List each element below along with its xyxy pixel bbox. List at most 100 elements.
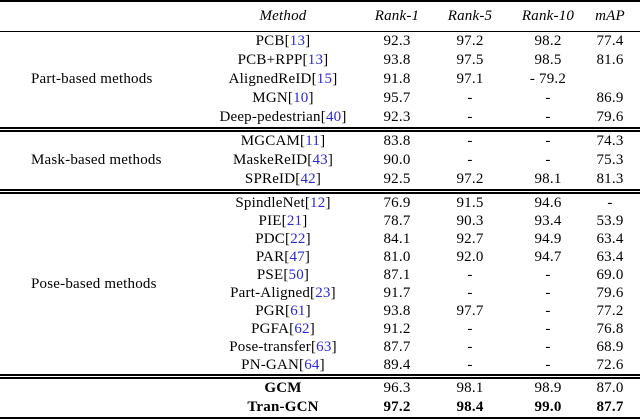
rank10-value: - 79.2 [529, 71, 567, 87]
citation-bracket: ] [303, 266, 310, 283]
rank5-value: - [467, 266, 473, 283]
citation-bracket: ] [323, 52, 329, 68]
rank5-value: 98.1 [424, 374, 516, 398]
map-value: 75.3 [596, 152, 624, 168]
rank10-value: - [545, 90, 551, 106]
table-row: MaskeReID[43] 90.0 - - 75.3 [0, 151, 640, 170]
table-row: MGN[10] 95.7 - - 86.9 [0, 89, 640, 108]
citation-link[interactable]: 63 [316, 338, 332, 355]
citation-bracket: ] [309, 320, 315, 337]
rank1-value: 90.0 [383, 152, 411, 168]
citation-bracket: [ [302, 52, 308, 68]
method-name: PCB [255, 33, 285, 49]
method-cell: AlignedReID[15] [196, 70, 370, 89]
rank1-value: 78.7 [383, 212, 411, 229]
citation-link[interactable]: 23 [315, 284, 331, 301]
citation-link[interactable]: 12 [310, 194, 326, 211]
method-cell: GCM [196, 374, 370, 398]
section-mask-based-methods: Mask-based methods MGCAM[11] 83.8- -74.3 Mas… [0, 127, 640, 192]
group-label: Mask-based methods [0, 127, 196, 192]
map-value: 72.6 [596, 356, 624, 373]
rank10-value: 94.7 [534, 248, 562, 265]
rank10-value: 98.2 [534, 33, 562, 49]
citation-link[interactable]: 11 [305, 133, 321, 149]
method-cell: Pose-transfer[63] [196, 338, 370, 356]
rank1-value: 92.3 [383, 109, 411, 125]
method-name: PIE [258, 212, 282, 229]
method-name: Tran-GCN [247, 399, 319, 415]
method-cell: Deep-pedestrian[40] [196, 108, 370, 130]
rank5-value: - [467, 284, 473, 301]
map-value: 77.4 [596, 33, 624, 49]
group-label-text: Part-based methods [31, 71, 153, 87]
citation-bracket: [ [304, 194, 311, 211]
rank10-value: 98.1 [534, 171, 562, 187]
col-header-rank10: Rank-10 [516, 1, 580, 32]
citation-link[interactable]: 62 [294, 320, 310, 337]
citation-bracket: ] [330, 284, 336, 301]
map-value: - [580, 189, 640, 212]
method-cell: Tran-GCN [196, 398, 370, 419]
citation-bracket: [ [289, 320, 295, 337]
citation-link[interactable]: 47 [289, 248, 305, 265]
method-cell: PCB+RPP[13] [196, 51, 370, 70]
method-cell: PIE[21] [196, 212, 370, 230]
citation-bracket: ] [304, 248, 311, 265]
method-cell: MGCAM[11] [196, 127, 370, 151]
method-cell: PDC[22] [196, 230, 370, 248]
citation-link[interactable]: 42 [300, 171, 316, 187]
rank5-value: 92.0 [456, 248, 484, 265]
citation-link[interactable]: 43 [312, 152, 328, 168]
table-row: Mask-based methods MGCAM[11] 83.8- -74.3 [0, 127, 640, 192]
rank1-value: 83.8 [370, 127, 424, 151]
table-row: Tran-GCN 97.2 98.4 99.0 87.7 [0, 398, 640, 419]
rank1-value: 96.3 [370, 374, 424, 398]
citation-bracket: ] [325, 194, 331, 211]
section-proposed-methods: GCM 96.3 98.1 98.9 87.0 Tran-GCN 97.2 98.4 99.0 8… [0, 374, 640, 419]
header-row: Method Rank-1 Rank-5 Rank-10 mAP [0, 1, 640, 32]
map-value: 87.0 [580, 374, 640, 398]
method-name: Pose-transfer [229, 338, 311, 355]
map-value: 76.8 [596, 320, 624, 337]
method-name: PN-GAN [241, 356, 300, 373]
method-name: GCM [264, 380, 302, 396]
map-value: 74.3 [580, 127, 640, 151]
citation-link[interactable]: 15 [316, 71, 333, 87]
citation-link[interactable]: 21 [286, 212, 303, 229]
rank1-value: 93.8 [383, 302, 411, 319]
rank1-value: 84.1 [383, 230, 411, 247]
citation-bracket: [ [299, 356, 305, 373]
citation-link[interactable]: 50 [288, 266, 304, 283]
rank5-value: - [467, 356, 473, 373]
method-cell: PN-GAN[64] [196, 356, 370, 377]
group-label: Part-based methods [0, 32, 196, 130]
map-value: 81.3 [596, 171, 624, 187]
citation-bracket: [ [281, 212, 287, 229]
citation-bracket: ] [308, 90, 314, 106]
map-value: 69.0 [596, 266, 624, 283]
method-name: PCB+RPP [237, 52, 303, 68]
rank5-value: 97.2 [456, 33, 484, 49]
citation-link[interactable]: 64 [304, 356, 320, 373]
citation-bracket: [ [287, 90, 294, 106]
citation-link[interactable]: 22 [290, 230, 306, 247]
group-label: Pose-based methods [0, 189, 196, 377]
citation-link[interactable]: 10 [293, 90, 309, 106]
section-part-based-methods: Part-based methods PCB [13] 92.3 97.2 98.2 77.… [0, 32, 640, 130]
table-row: PDC[22] 84.1 92.7 94.9 63.4 [0, 230, 640, 248]
col-header-group [0, 1, 196, 32]
col-header-map: mAP [580, 1, 640, 32]
citation-bracket: [ [310, 338, 317, 355]
method-name: PAR [255, 248, 285, 265]
citation-link[interactable]: 61 [290, 302, 306, 319]
rank10-value: 98.9 [516, 374, 580, 398]
citation-bracket: [ [284, 230, 291, 247]
rank1-value: 92.3 [383, 33, 411, 49]
citation-bracket: ] [332, 71, 338, 87]
rank10-value: 93.4 [534, 212, 562, 229]
group-label-text: Pose-based methods [31, 275, 157, 292]
citation-link[interactable]: 13 [307, 52, 324, 68]
citation-link[interactable]: 40 [325, 109, 342, 125]
citation-link[interactable]: 13 [289, 33, 306, 49]
